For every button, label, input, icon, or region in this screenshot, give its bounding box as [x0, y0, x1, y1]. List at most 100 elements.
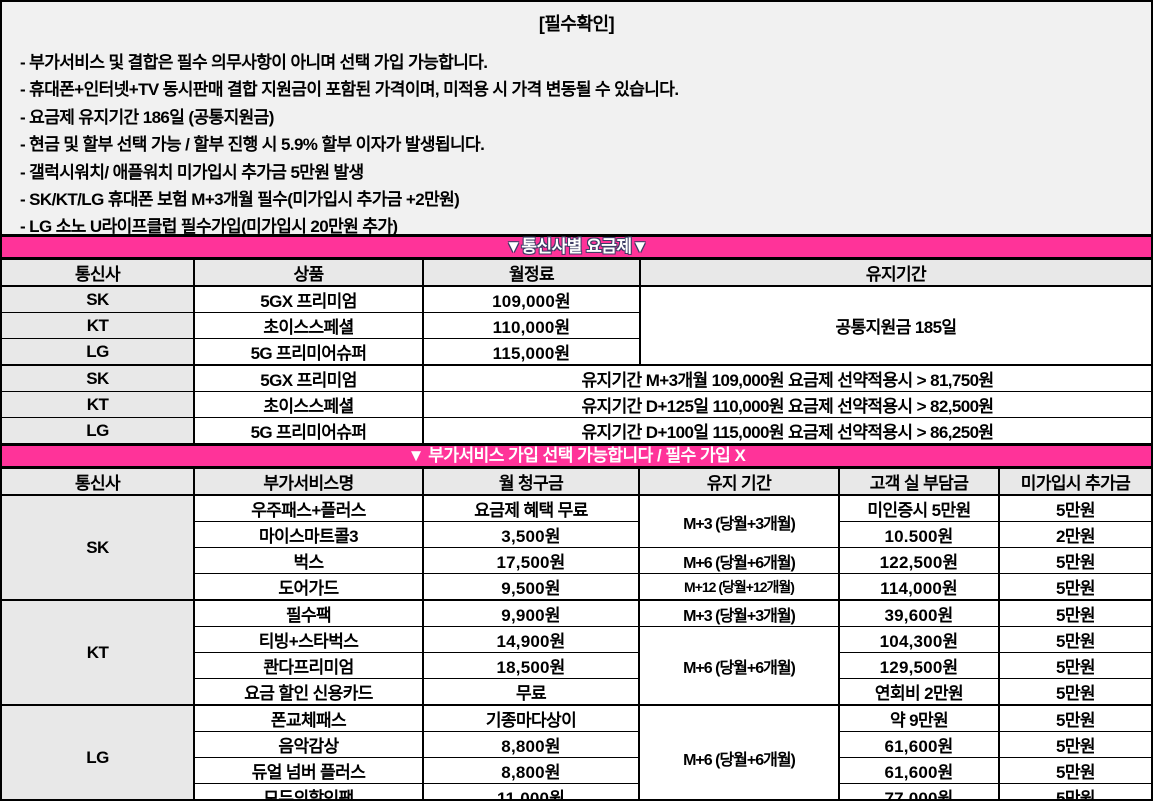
- customer-cost-cell: 114,000원: [838, 573, 1000, 601]
- product-cell: 초이스스페셜: [193, 391, 424, 418]
- monthly-charge-cell: 9,900원: [422, 599, 640, 627]
- plan-row: LG 5G 프리미어슈퍼 115,000원: [2, 338, 1151, 366]
- period-cell: M+3 (당월+3개월): [638, 599, 840, 627]
- product-cell: 5G 프리미어슈퍼: [193, 417, 424, 444]
- col-header-service-name: 부가서비스명: [193, 468, 424, 496]
- notice-line: - LG 소노 U라이프클럽 필수가입(미가입시 20만원 추가): [20, 217, 398, 237]
- discount-detail-cell: 유지기간 M+3개월 109,000원 요금제 선약적용시 > 81,750원: [422, 364, 1151, 392]
- col-header-product: 상품: [193, 259, 424, 287]
- service-cell: 티빙+스타벅스: [194, 626, 424, 653]
- monthly-charge-cell: 8,800원: [422, 757, 640, 784]
- addon-row: LG 폰교체패스 기종마다상이 M+6 (당월+6개월) 약 9만원 5만원: [2, 704, 1151, 799]
- period-cell: M+3 (당월+3개월): [638, 494, 840, 548]
- carrier-table-banner: ▼통신사별 요금제▼: [2, 234, 1151, 259]
- addon-row: 도어가드 9,500원 M+12 (당월+12개월) 114,000원 5만원: [2, 573, 1151, 601]
- addon-row: 요금 할인 신용카드 무료 연회비 2만원 5만원: [2, 678, 1151, 706]
- addon-table-banner: ▼ 부가서비스 가입 선택 가능합니다 / 필수 가입 X: [2, 444, 1151, 468]
- plan-row: SK 5GX 프리미엄 109,000원 공통지원금 185일: [2, 285, 1151, 366]
- discount-plan-row: LG 5G 프리미어슈퍼 유지기간 D+100일 115,000원 요금제 선약…: [2, 417, 1151, 444]
- addon-row: 듀얼 넘버 플러스 8,800원 61,600원 5만원: [2, 757, 1151, 784]
- service-cell: 폰교체패스: [193, 704, 424, 732]
- service-cell: 도어가드: [194, 573, 424, 601]
- penalty-cell: 5만원: [998, 757, 1151, 784]
- period-cell: M+12 (당월+12개월): [638, 573, 840, 601]
- addon-row: 음악감상 8,800원 61,600원 5만원: [2, 731, 1151, 758]
- service-cell: 우주패스+플러스: [193, 494, 424, 522]
- notice-section: [필수확인] - 부가서비스 및 결합은 필수 의무사항이 아니며 선택 가입 …: [2, 2, 1151, 236]
- addon-row: 벅스 17,500원 M+6 (당월+6개월) 122,500원 5만원: [2, 547, 1151, 574]
- monthly-charge-cell: 17,500원: [422, 547, 640, 574]
- service-cell: 필수팩: [193, 599, 424, 627]
- carrier-cell: LG: [2, 338, 195, 366]
- penalty-cell: 5만원: [998, 573, 1151, 601]
- product-cell: 5GX 프리미엄: [193, 285, 424, 313]
- monthly-charge-cell: 무료: [422, 678, 640, 706]
- carrier-group-cell: SK: [2, 494, 195, 601]
- customer-cost-cell: 10.500원: [838, 521, 1000, 548]
- notice-line: - 요금제 유지기간 186일 (공통지원금): [20, 107, 274, 127]
- notice-line: - 휴대폰+인터넷+TV 동시판매 결합 지원금이 포함된 가격이며, 미적용 …: [20, 80, 679, 100]
- penalty-cell: 5만원: [998, 494, 1151, 522]
- customer-cost-cell: 39,600원: [838, 599, 1000, 627]
- discount-detail-cell: 유지기간 D+100일 115,000원 요금제 선약적용시 > 86,250원: [422, 417, 1151, 444]
- carrier-group-cell: LG: [2, 704, 195, 799]
- monthly-charge-cell: 18,500원: [422, 652, 640, 679]
- penalty-cell: 5만원: [998, 599, 1151, 627]
- col-header-monthly-fee: 월정료: [422, 259, 641, 287]
- service-cell: 벅스: [194, 547, 424, 574]
- service-cell: 모두의할인팩: [194, 783, 424, 799]
- monthly-charge-cell: 요금제 혜택 무료: [422, 494, 640, 522]
- addon-row: KT 필수팩 9,900원 M+3 (당월+3개월) 39,600원 5만원: [2, 599, 1151, 706]
- customer-cost-cell: 122,500원: [838, 547, 1000, 574]
- carrier-table-header-row: 통신사 상품 월정료 유지기간: [2, 259, 1151, 287]
- carrier-cell: SK: [2, 285, 195, 313]
- carrier-cell: KT: [2, 312, 195, 339]
- period-cell: M+6 (당월+6개월): [638, 626, 840, 706]
- service-cell: 마이스마트콜3: [194, 521, 424, 548]
- discount-detail-cell: 유지기간 D+125일 110,000원 요금제 선약적용시 > 82,500원: [422, 391, 1151, 418]
- monthly-charge-cell: 9,500원: [422, 573, 640, 601]
- period-cell: M+6 (당월+6개월): [638, 704, 840, 799]
- penalty-cell: 5만원: [998, 547, 1151, 574]
- carrier-group-cell: KT: [2, 599, 195, 706]
- monthly-fee-cell: 110,000원: [422, 312, 640, 339]
- service-cell: 콴다프리미엄: [194, 652, 424, 679]
- col-header-maintain-period: 유지기간: [639, 259, 1151, 287]
- service-cell: 요금 할인 신용카드: [194, 678, 424, 706]
- product-cell: 5GX 프리미엄: [193, 364, 424, 392]
- monthly-fee-cell: 115,000원: [422, 338, 640, 366]
- penalty-cell: 2만원: [998, 521, 1151, 548]
- carrier-plan-table: 통신사 상품 월정료 유지기간 SK 5GX 프리미엄 109,000원 공통지…: [2, 259, 1151, 444]
- monthly-charge-cell: 14,900원: [422, 626, 640, 653]
- customer-cost-cell: 약 9만원: [838, 704, 1000, 732]
- customer-cost-cell: 104,300원: [838, 626, 1000, 653]
- penalty-cell: 5만원: [998, 731, 1151, 758]
- carrier-cell: LG: [2, 417, 195, 444]
- addon-row: 콴다프리미엄 18,500원 129,500원 5만원: [2, 652, 1151, 679]
- col-header-maintain-period: 유지 기간: [638, 468, 840, 496]
- page-title: [필수확인]: [538, 14, 615, 34]
- col-header-carrier: 통신사: [2, 259, 195, 287]
- monthly-charge-cell: 3,500원: [422, 521, 640, 548]
- service-cell: 듀얼 넘버 플러스: [194, 757, 424, 784]
- notice-line: - SK/KT/LG 휴대폰 보험 M+3개월 필수(미가입시 추가금 +2만원…: [20, 190, 460, 210]
- customer-cost-cell: 61,600원: [838, 757, 1000, 784]
- shared-support-cell: 공통지원금 185일: [639, 285, 1151, 366]
- addon-service-table: 통신사 부가서비스명 월 청구금 유지 기간 고객 실 부담금 미가입시 추가금…: [2, 468, 1151, 799]
- penalty-cell: 5만원: [998, 704, 1151, 732]
- customer-cost-cell: 129,500원: [838, 652, 1000, 679]
- notice-line: - 현금 및 할부 선택 가능 / 할부 진행 시 5.9% 할부 이자가 발생…: [20, 135, 485, 155]
- customer-cost-cell: 77,000원: [838, 783, 1000, 799]
- notice-line: - 부가서비스 및 결합은 필수 의무사항이 아니며 선택 가입 가능합니다.: [20, 53, 488, 72]
- monthly-fee-cell: 109,000원: [422, 285, 641, 313]
- customer-cost-cell: 61,600원: [838, 731, 1000, 758]
- customer-cost-cell: 미인증시 5만원: [838, 494, 1000, 522]
- monthly-charge-cell: 11,000원: [422, 783, 640, 799]
- discount-plan-row: KT 초이스스페셜 유지기간 D+125일 110,000원 요금제 선약적용시…: [2, 391, 1151, 418]
- penalty-cell: 5만원: [998, 626, 1151, 653]
- carrier-cell: SK: [2, 364, 195, 392]
- period-cell: M+6 (당월+6개월): [638, 547, 840, 574]
- carrier-cell: KT: [2, 391, 195, 418]
- addon-table-header-row: 통신사 부가서비스명 월 청구금 유지 기간 고객 실 부담금 미가입시 추가금: [2, 468, 1151, 496]
